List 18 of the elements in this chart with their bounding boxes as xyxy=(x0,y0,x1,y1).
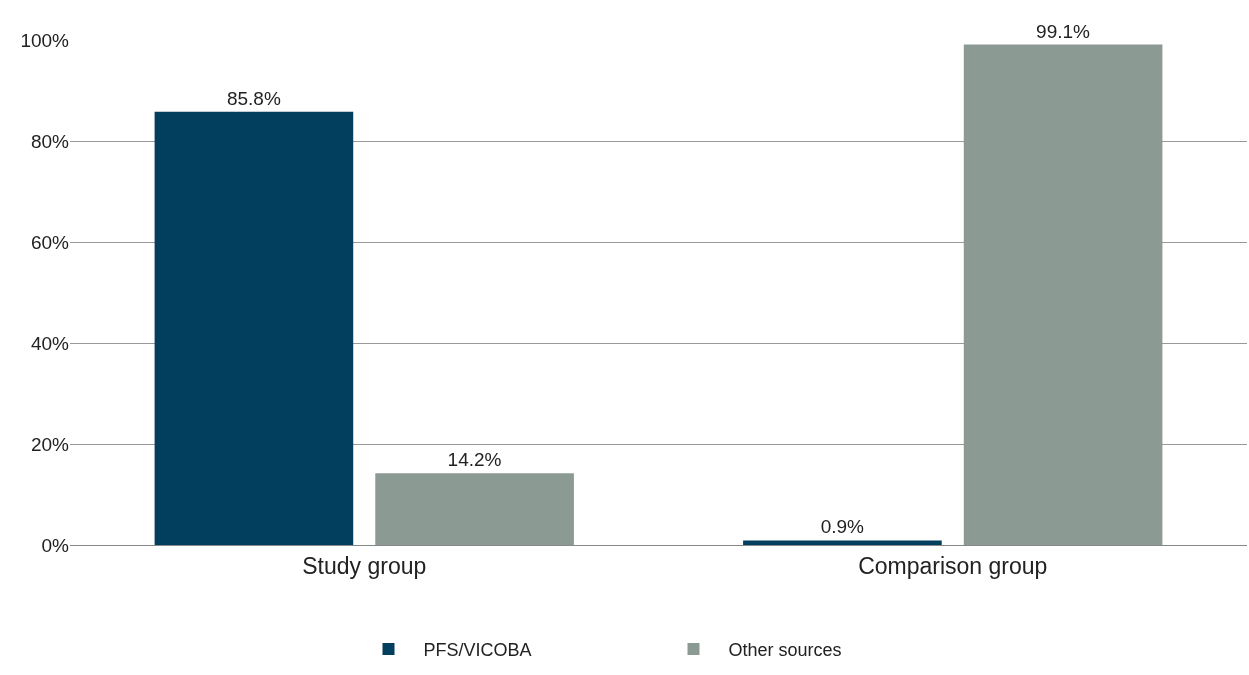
x-tick-label: Study group xyxy=(302,552,427,579)
data-label: 99.1% xyxy=(1036,20,1091,42)
data-label: 85.8% xyxy=(226,87,281,109)
bar xyxy=(743,540,942,545)
data-label: 0.9% xyxy=(820,516,865,538)
y-tick-label: 40% xyxy=(30,332,70,354)
y-tick-label: 80% xyxy=(30,130,70,152)
bar xyxy=(375,473,574,545)
legend-label: Other sources xyxy=(728,640,842,661)
y-tick-label: 100% xyxy=(20,29,70,51)
y-tick-label: 20% xyxy=(30,433,70,455)
y-tick-label: 0% xyxy=(41,534,70,556)
bar xyxy=(963,44,1163,545)
legend-label: PFS/VICOBA xyxy=(423,640,532,661)
x-tick-label: Comparison group xyxy=(858,552,1048,579)
data-label: 14.2% xyxy=(447,449,502,471)
bar xyxy=(154,111,354,545)
y-tick-label: 60% xyxy=(30,231,70,253)
